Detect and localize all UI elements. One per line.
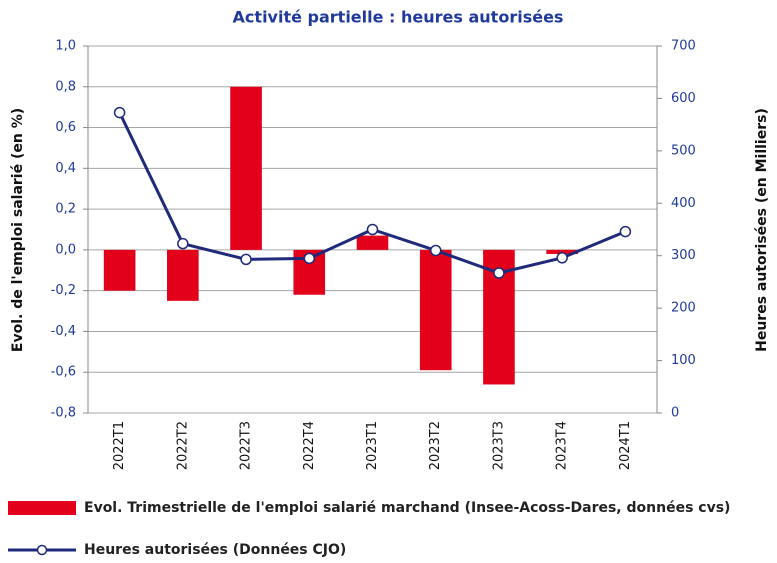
bar [103,249,136,291]
line-marker [240,253,252,266]
y2-axis-title: Heures autorisées (en Milliers) [754,108,770,352]
line-marker [619,225,632,238]
y-tick-label: -0,6 [51,365,76,380]
y-tick-label: 0,6 [55,120,76,135]
line-marker [177,237,189,250]
y2-tick-label: 700 [671,39,696,54]
line-marker [303,252,316,265]
bar [230,86,262,250]
line-marker [113,106,126,119]
bar [419,249,452,371]
y-tick-label: 0,2 [55,202,76,217]
y-tick-label: 0,0 [55,242,76,257]
bar [167,249,199,301]
y-tick-label: -0,2 [51,283,76,298]
y2-tick-label: 0 [671,406,679,421]
x-tick-label: 2022T2 [175,421,190,470]
y2-tick-label: 400 [671,196,696,211]
line-marker [556,252,568,264]
line-marker [366,223,379,236]
legend-label: Evol. Trimestrielle de l'emploi salarié … [84,500,731,516]
y2-tick-label: 500 [671,143,696,158]
x-tick-label: 2023T1 [365,421,380,470]
bar [546,249,578,254]
y-tick-label: 0,8 [55,79,76,94]
x-tick-label: 2023T4 [555,421,570,470]
x-tick-label: 2023T2 [428,421,443,470]
legend-label: Heures autorisées (Données CJO) [84,542,347,558]
x-tick-label: 2023T3 [491,421,506,470]
y-axis-title: Evol. de l'emploi salarié (en %) [10,108,26,352]
line-marker [493,267,505,279]
y-tick-label: 0,4 [55,161,76,176]
legend-swatches [8,501,76,556]
y-tick-label: -0,8 [51,406,76,421]
chart-title: Activité partielle : heures autorisées [233,8,564,27]
y2-tick-label: 300 [671,248,696,263]
chart: Activité partielle : heures autorisées E… [10,8,770,471]
x-tick-label: 2022T3 [239,421,254,470]
x-tick-label: 2022T1 [112,421,127,470]
bar [356,235,389,250]
y2-tick-label: 600 [671,91,696,106]
y-tick-label: -0,4 [51,324,76,339]
y-tick-label: 1,0 [55,39,76,54]
x-tick-label: 2024T1 [618,421,633,470]
y2-tick-label: 200 [671,301,696,316]
y2-tick-label: 100 [671,353,696,368]
line-marker [429,244,442,257]
x-tick-label: 2022T4 [302,421,317,470]
legend: Evol. Trimestrielle de l'emploi salarié … [8,497,777,559]
legend-bar-swatch [8,501,76,515]
legend-marker [36,544,48,556]
